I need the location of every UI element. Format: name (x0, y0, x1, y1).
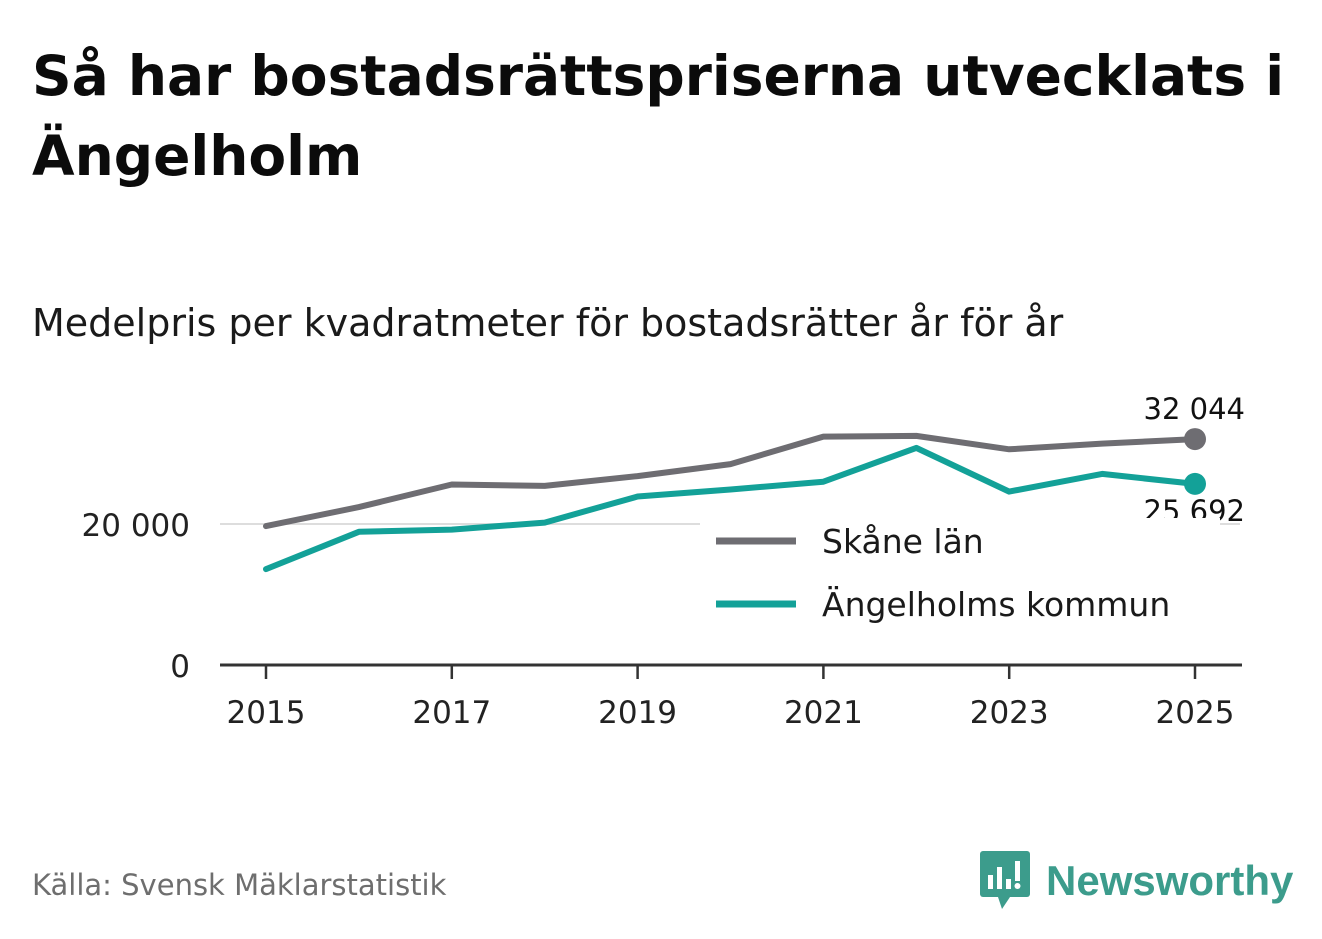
x-tick-label: 2019 (598, 695, 677, 731)
x-tick-label: 2017 (412, 695, 491, 731)
x-tick-label: 2023 (970, 695, 1049, 731)
x-tick-label: 2021 (784, 695, 863, 731)
chart-subtitle: Medelpris per kvadratmeter för bostadsrä… (32, 301, 1064, 345)
series-line-skane (263, 432, 1198, 530)
legend-label: Skåne län (822, 522, 984, 561)
source-note: Källa: Svensk Mäklarstatistik (32, 868, 447, 902)
legend-label: Ängelholms kommun (822, 585, 1170, 624)
y-tick-label: 20 000 (82, 508, 190, 544)
y-tick-label: 0 (170, 649, 190, 685)
series-end-point (1184, 472, 1206, 495)
chart-title: Så har bostadsrättspriserna utvecklats i… (32, 44, 1285, 188)
series-end-point (1184, 428, 1206, 451)
brand-logo[interactable]: Newsworthy (980, 850, 1293, 912)
series-line-angelholm (263, 444, 1198, 573)
end-label-skane: 32 044 (1144, 392, 1245, 426)
newsworthy-logo-icon (980, 851, 1030, 909)
brand-name: Newsworthy (1046, 857, 1294, 904)
x-tick-label: 2025 (1156, 695, 1235, 731)
x-tick-label: 2015 (227, 695, 306, 731)
